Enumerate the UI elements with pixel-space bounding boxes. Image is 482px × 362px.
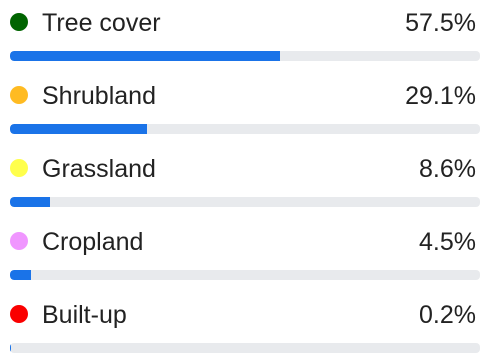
category-label: Grassland xyxy=(42,155,156,183)
progress-track xyxy=(10,124,480,134)
row-header: Shrubland 29.1% xyxy=(0,73,482,117)
progress-track xyxy=(10,51,480,61)
legend-dot-icon xyxy=(10,13,28,31)
progress-bar xyxy=(10,343,11,353)
progress-bar xyxy=(10,270,32,280)
progress-track xyxy=(10,270,480,280)
land-cover-row: Tree cover 57.5% xyxy=(0,0,482,70)
legend-dot-icon xyxy=(10,86,28,104)
percentage-label: 29.1% xyxy=(405,82,476,110)
category-label: Built-up xyxy=(42,301,127,329)
row-header: Built-up 0.2% xyxy=(0,292,482,336)
progress-bar xyxy=(10,197,51,207)
category-label: Shrubland xyxy=(42,82,156,110)
percentage-label: 0.2% xyxy=(419,301,476,329)
progress-bar xyxy=(10,51,281,61)
row-header: Grassland 8.6% xyxy=(0,146,482,190)
land-cover-row: Grassland 8.6% xyxy=(0,146,482,216)
progress-track xyxy=(10,343,480,353)
percentage-label: 8.6% xyxy=(419,155,476,183)
category-label: Tree cover xyxy=(42,9,161,37)
progress-track xyxy=(10,197,480,207)
legend-dot-icon xyxy=(10,232,28,250)
row-header: Tree cover 57.5% xyxy=(0,0,482,44)
legend-dot-icon xyxy=(10,159,28,177)
land-cover-row: Built-up 0.2% xyxy=(0,292,482,362)
category-label: Cropland xyxy=(42,228,144,256)
percentage-label: 57.5% xyxy=(405,9,476,37)
land-cover-row: Shrubland 29.1% xyxy=(0,73,482,143)
land-cover-row: Cropland 4.5% xyxy=(0,219,482,289)
row-header: Cropland 4.5% xyxy=(0,219,482,263)
legend-dot-icon xyxy=(10,305,28,323)
progress-bar xyxy=(10,124,147,134)
percentage-label: 4.5% xyxy=(419,228,476,256)
